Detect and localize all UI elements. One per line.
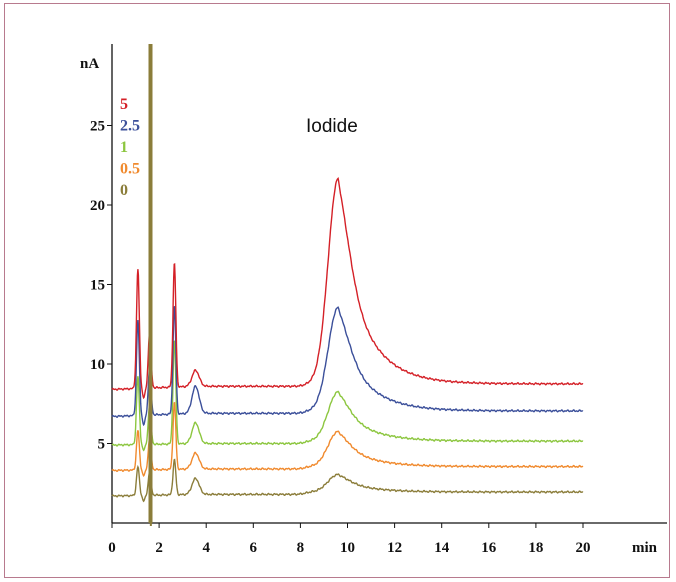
y-tick-label: 20	[90, 198, 105, 214]
x-axis-label: min	[632, 540, 658, 556]
series-line-0	[111, 458, 584, 503]
legend-entry-2.5: 2.5	[120, 118, 140, 135]
y-tick-label: 15	[90, 278, 105, 294]
y-tick-label: 25	[90, 119, 105, 135]
series-line-1	[111, 340, 584, 452]
peak-annotation: Iodide	[306, 116, 358, 137]
y-tick-label: 10	[90, 357, 105, 373]
x-tick-label: 2	[155, 540, 163, 556]
x-tick-label: 6	[250, 540, 258, 556]
y-tick-label: 5	[98, 437, 106, 453]
legend: 5 2.5 1 0.5 0	[120, 96, 140, 199]
series-layer	[111, 44, 584, 526]
x-tick-label: 16	[481, 540, 497, 556]
legend-entry-1: 1	[120, 139, 128, 156]
legend-entry-0.5: 0.5	[120, 161, 140, 178]
injection-spike	[148, 44, 153, 523]
x-tick-label: 10	[340, 540, 355, 556]
chart-frame	[4, 3, 670, 578]
x-tick-label: 20	[576, 540, 591, 556]
x-tick-label: 4	[202, 540, 210, 556]
x-tick-label: 18	[528, 540, 543, 556]
legend-entry-5: 5	[120, 96, 128, 113]
series-line-2.5	[111, 305, 584, 427]
series-line-0.5	[111, 401, 584, 477]
x-tick-label: 0	[108, 540, 116, 556]
y-axis-label: nA	[80, 56, 99, 72]
series-line-5	[111, 176, 584, 400]
legend-entry-0: 0	[120, 182, 128, 199]
x-tick-label: 14	[434, 540, 450, 556]
x-tick-label: 8	[297, 540, 305, 556]
x-tick-label: 12	[387, 540, 402, 556]
